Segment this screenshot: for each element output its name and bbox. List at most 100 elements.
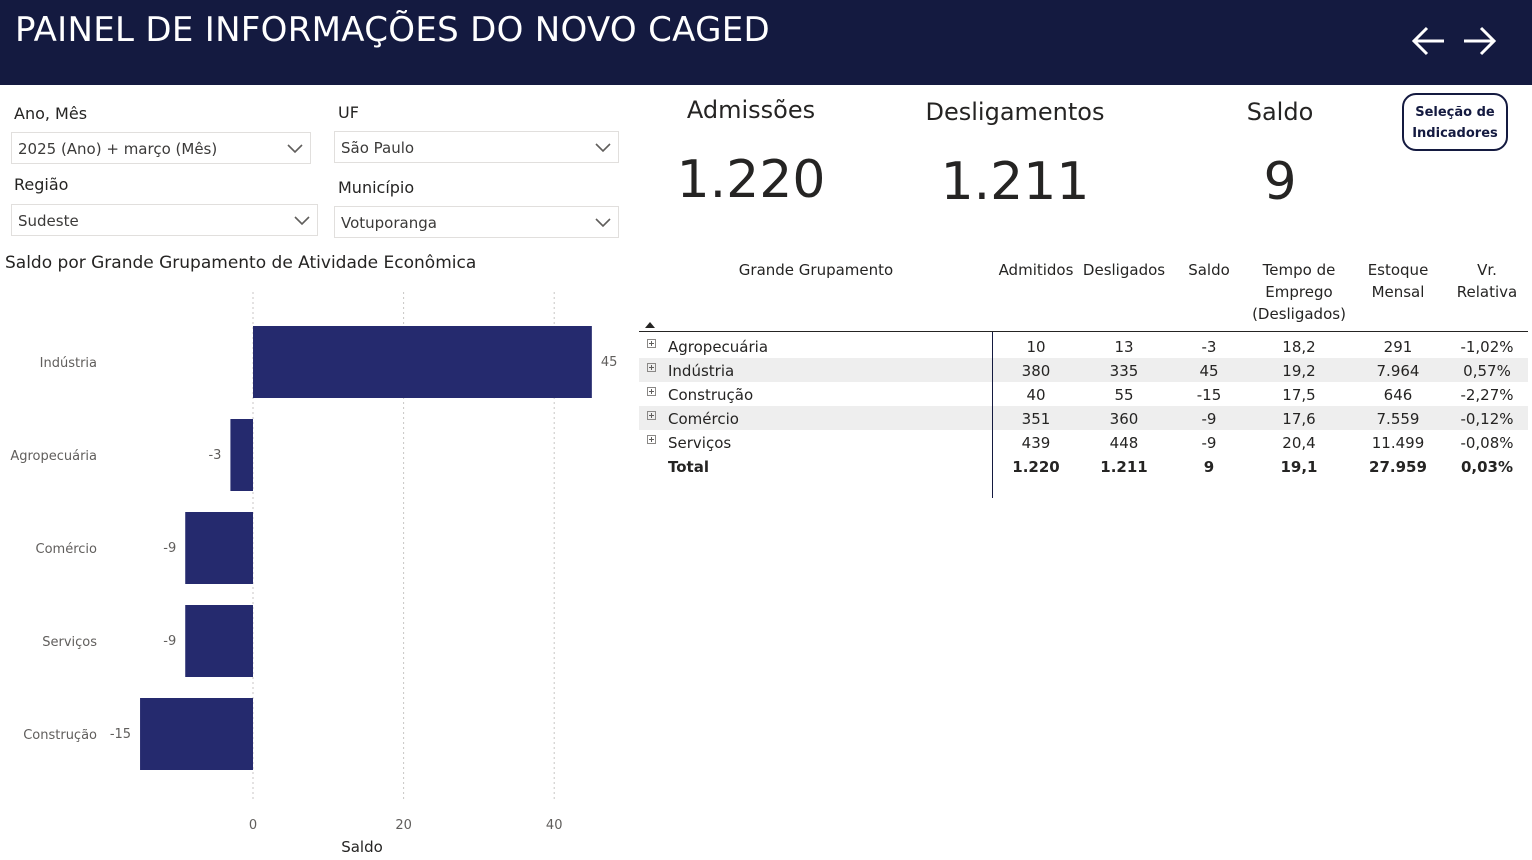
bar [253,326,592,398]
filter-uf-dropdown[interactable]: São Paulo [334,131,619,163]
filter-regiao-label: Região [14,175,69,194]
row-name: Indústria [668,362,735,380]
kpi-desligamentos-value: 1.211 [940,152,1090,212]
filter-regiao-dropdown[interactable]: Sudeste [11,204,318,236]
category-label: Agropecuária [10,449,97,464]
sort-ascending-icon[interactable] [645,322,655,328]
page-title: PAINEL DE INFORMAÇÕES DO NOVO CAGED [15,10,771,50]
total-admitidos: 1.220 [1012,458,1060,476]
arrow-right-icon [1464,26,1497,56]
cell-desligados: 13 [1114,338,1134,356]
category-label: Comércio [36,542,98,557]
expand-plus-icon[interactable] [647,363,656,372]
saldo-bar-chart: 0 20 40 Indústria 45 Agropecuária -3 Comércio -9… [10,292,618,856]
filter-regiao-value: Sudeste [18,212,79,230]
chart-title: Saldo por Grande Grupamento de Atividade… [5,253,477,273]
column-header-line: Relativa [1456,283,1518,301]
cell-vr: -1,02% [1460,338,1514,356]
column-header[interactable]: Vr. Relativa [1447,259,1527,303]
chevron-down-icon [595,218,611,228]
chevron-down-icon [287,144,303,154]
column-header-line: Vr. [1477,261,1497,279]
back-button[interactable] [1410,22,1448,60]
row-name: Agropecuária [668,338,769,356]
row-stripe [639,406,1528,430]
filter-ano-mes-value: 2025 (Ano) + março (Mês) [18,140,218,158]
forward-button[interactable] [1460,22,1498,60]
column-header[interactable]: Grande Grupamento [666,259,966,281]
bar [140,698,253,770]
expand-plus-icon[interactable] [647,387,656,396]
category-label: Construção [23,728,97,743]
cell-desligados: 448 [1109,434,1139,452]
cell-saldo: -9 [1201,410,1217,428]
column-header-line: Mensal [1371,283,1425,301]
data-label: -9 [163,541,176,556]
column-header[interactable]: Saldo [1179,259,1239,281]
kpi-admissoes-value: 1.220 [676,150,826,210]
expand-plus-icon[interactable] [647,339,656,348]
cell-tempo: 19,2 [1282,362,1316,380]
chevron-down-icon [294,216,310,226]
bar [185,512,253,584]
filter-ano-mes-label: Ano, Mês [14,104,88,123]
column-header-line: Tempo de [1262,261,1336,279]
cell-admitidos: 10 [1026,338,1046,356]
cell-tempo: 18,2 [1282,338,1316,356]
data-label: 45 [601,355,618,370]
column-header[interactable]: Tempo de Emprego (Desligados) [1244,259,1354,325]
column-header[interactable]: Estoque Mensal [1353,259,1443,303]
cell-vr: -0,12% [1460,410,1514,428]
column-header-line: Desligados [1082,261,1166,279]
x-tick-label: 20 [395,818,412,833]
filter-uf-value: São Paulo [341,139,415,157]
kpi-desligamentos-label: Desligamentos [925,98,1105,126]
cell-vr: 0,57% [1463,362,1511,380]
expand-plus-icon[interactable] [647,435,656,444]
column-header[interactable]: Desligados [1081,259,1167,281]
column-header[interactable]: Admitidos [993,259,1079,281]
chevron-down-icon [595,143,611,153]
cell-saldo: -9 [1201,434,1217,452]
cell-admitidos: 351 [1021,410,1051,428]
total-tempo: 19,1 [1280,458,1318,476]
filter-municipio-dropdown[interactable]: Votuporanga [334,206,619,238]
cell-tempo: 17,6 [1282,410,1316,428]
column-header-line: Estoque [1367,261,1429,279]
total-vr: 0,03% [1460,458,1514,476]
data-label: -15 [110,727,131,742]
column-header-line: Saldo [1188,261,1230,279]
data-label: -3 [208,448,221,463]
column-header-line: (Desligados) [1252,305,1346,323]
filter-municipio-label: Município [338,178,415,197]
cell-estoque: 7.559 [1376,410,1420,428]
total-saldo: 9 [1203,458,1215,476]
cell-saldo: -15 [1196,386,1222,404]
cell-estoque: 11.499 [1371,434,1425,452]
x-axis-label: Saldo [341,838,383,856]
filter-ano-mes-dropdown[interactable]: 2025 (Ano) + março (Mês) [11,132,311,164]
x-tick-label: 0 [249,818,257,833]
column-divider [992,332,993,498]
selecao-indicadores-button[interactable]: Seleção de Indicadores [1402,93,1508,151]
kpi-saldo-value: 9 [1263,152,1297,212]
cell-estoque: 291 [1383,338,1413,356]
cell-desligados: 360 [1109,410,1139,428]
cell-saldo: 45 [1199,362,1219,380]
expand-plus-icon[interactable] [647,411,656,420]
category-label: Indústria [40,356,97,371]
column-header-line: Admitidos [998,261,1074,279]
page-header: PAINEL DE INFORMAÇÕES DO NOVO CAGED [0,0,1532,85]
kpi-saldo-label: Saldo [1246,98,1314,126]
cell-vr: -0,08% [1460,434,1514,452]
cell-admitidos: 439 [1021,434,1051,452]
column-header-line: Grande Grupamento [738,261,894,279]
column-header-line: Emprego [1265,283,1333,301]
cell-vr: -2,27% [1460,386,1514,404]
cell-tempo: 20,4 [1282,434,1316,452]
filter-uf-label: UF [338,103,359,122]
bar [185,605,253,677]
selecao-indicadores-line2: Indicadores [1412,126,1498,141]
cell-admitidos: 40 [1026,386,1046,404]
total-label: Total [668,458,709,476]
